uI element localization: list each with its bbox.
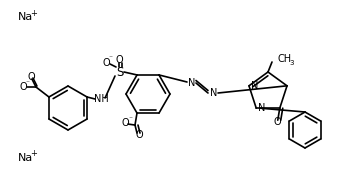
- Text: Na: Na: [18, 12, 33, 22]
- Text: O: O: [121, 118, 129, 128]
- Text: 3: 3: [289, 60, 294, 66]
- Text: N: N: [210, 88, 218, 98]
- Text: O: O: [19, 82, 27, 92]
- Text: O: O: [274, 117, 282, 127]
- Text: N: N: [251, 81, 259, 91]
- Text: NH: NH: [94, 94, 108, 104]
- Text: O: O: [135, 130, 143, 140]
- Text: ⁻: ⁻: [128, 114, 132, 124]
- Text: O: O: [102, 58, 110, 68]
- Text: +: +: [30, 149, 37, 158]
- Text: CH: CH: [278, 54, 292, 64]
- Text: O: O: [27, 72, 35, 82]
- Text: S: S: [116, 65, 124, 79]
- Text: ⁻: ⁻: [108, 54, 112, 62]
- Text: Na: Na: [18, 153, 33, 163]
- Text: O: O: [115, 55, 123, 65]
- Text: N: N: [188, 78, 196, 88]
- Text: +: +: [30, 8, 37, 17]
- Text: ⁻: ⁻: [26, 79, 30, 87]
- Text: N: N: [257, 103, 265, 113]
